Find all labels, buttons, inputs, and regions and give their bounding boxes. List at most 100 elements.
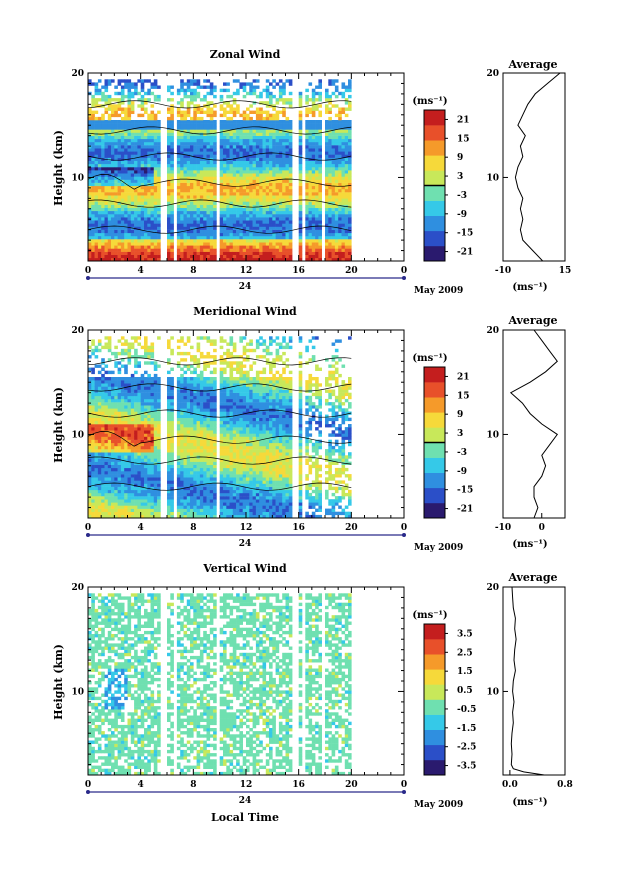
heatmap-cell [266, 255, 270, 258]
heatmap-cell [197, 86, 201, 89]
heatmap-cell [246, 114, 250, 117]
heatmap-cell [318, 111, 322, 114]
heatmap-cell [213, 249, 217, 252]
heatmap-cell [236, 239, 240, 242]
colorbar-band [424, 186, 445, 201]
heatmap-cell [95, 145, 99, 148]
heatmap-cell [177, 145, 181, 148]
heatmap-cell [253, 86, 257, 89]
heatmap-cell [88, 427, 92, 430]
average-x-tick-label: -10 [495, 266, 511, 276]
heatmap-cell [177, 111, 181, 114]
heatmap-cell [256, 95, 260, 98]
heatmap-cell [101, 211, 105, 214]
heatmap-cell [137, 252, 141, 255]
heatmap-cell [259, 164, 263, 167]
heatmap-cell [266, 89, 270, 92]
heatmap-cell [243, 173, 247, 176]
heatmap-cell [276, 252, 280, 255]
heatmap-cell [239, 252, 243, 255]
heatmap-cell [98, 339, 102, 342]
heatmap-cell [108, 214, 112, 217]
heatmap-cell [299, 101, 303, 104]
heatmap-cell [286, 211, 290, 214]
heatmap-cell [95, 468, 99, 471]
heatmap-cell [124, 223, 128, 226]
heatmap-cell [325, 120, 329, 123]
heatmap-cell [193, 239, 197, 242]
heatmap-cell [131, 214, 135, 217]
heatmap-cell [233, 173, 237, 176]
heatmap-cell [286, 208, 290, 211]
heatmap-cell [210, 92, 214, 95]
heatmap-cell [151, 380, 155, 383]
heatmap-cell [299, 245, 303, 248]
heatmap-cell [144, 427, 148, 430]
heatmap-cell [137, 230, 141, 233]
heatmap-cell [128, 242, 132, 245]
heatmap-cell [95, 101, 99, 104]
heatmap-cell [105, 249, 109, 252]
heatmap-cell [151, 117, 155, 120]
heatmap-cell [309, 252, 313, 255]
heatmap-cell [249, 164, 253, 167]
heatmap-cell [128, 452, 132, 455]
heatmap-cell [282, 239, 286, 242]
heatmap-cell [256, 205, 260, 208]
heatmap-cell [338, 148, 342, 151]
heatmap-cell [233, 123, 237, 126]
heatmap-cell [91, 386, 95, 389]
heatmap-cell [105, 346, 109, 349]
heatmap-cell [91, 493, 95, 496]
heatmap-cell [256, 233, 260, 236]
heatmap-cell [305, 192, 309, 195]
heatmap-cell [91, 396, 95, 399]
heatmap-cell [256, 186, 260, 189]
heatmap-cell [276, 101, 280, 104]
heatmap-cell [279, 155, 283, 158]
heatmap-cell [276, 170, 280, 173]
heatmap-cell [101, 437, 105, 440]
heatmap-cell [105, 214, 109, 217]
heatmap-cell [187, 223, 191, 226]
heatmap-cell [101, 142, 105, 145]
heatmap-cell [246, 236, 250, 239]
heatmap-cell [233, 101, 237, 104]
heatmap-cell [114, 161, 118, 164]
heatmap-cell [286, 167, 290, 170]
heatmap-cell [259, 167, 263, 170]
heatmap-cell [144, 161, 148, 164]
heatmap-cell [154, 424, 158, 427]
heatmap-cell [141, 249, 145, 252]
heatmap-cell [263, 89, 267, 92]
heatmap-cell [312, 92, 316, 95]
heatmap-cell [332, 205, 336, 208]
heatmap-cell [151, 170, 155, 173]
heatmap-cell [305, 230, 309, 233]
heatmap-cell [269, 167, 273, 170]
heatmap-cell [259, 198, 263, 201]
heatmap-cell [137, 427, 141, 430]
colorbar-tick-label: -21 [457, 248, 473, 258]
heatmap-cell [276, 223, 280, 226]
heatmap-cell [88, 408, 92, 411]
heatmap-cell [98, 161, 102, 164]
heatmap-cell [249, 192, 253, 195]
heatmap-cell [131, 427, 135, 430]
heatmap-cell [128, 136, 132, 139]
heatmap-cell [328, 236, 332, 239]
heatmap-cell [203, 129, 207, 132]
heatmap-cell [342, 230, 346, 233]
heatmap-cell [223, 151, 227, 154]
heatmap-cell [207, 230, 211, 233]
heatmap-cell [335, 214, 339, 217]
heatmap-cell [157, 214, 161, 217]
heatmap-cell [226, 239, 230, 242]
heatmap-cell [312, 208, 316, 211]
heatmap-cell [137, 202, 141, 205]
heatmap-cell [200, 223, 204, 226]
heatmap-cell [95, 220, 99, 223]
heatmap-cell [263, 148, 267, 151]
heatmap-cell [190, 98, 194, 101]
heatmap-cell [345, 142, 349, 145]
